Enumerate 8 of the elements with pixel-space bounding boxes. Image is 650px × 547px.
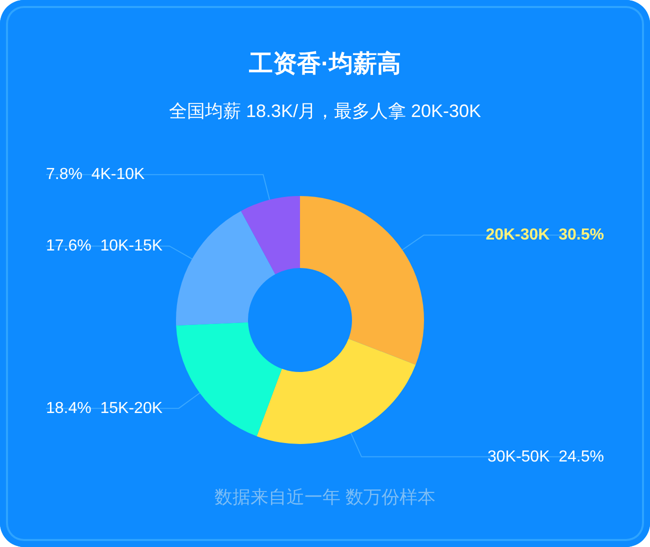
text: 数据来自近一年 数万份样本 <box>214 487 436 507</box>
chart-title: 工资香·均薪高 <box>248 50 401 78</box>
slice-label: 30K-50K 24.5% <box>487 448 604 466</box>
slice-label: 17.6% 10K-15K <box>46 238 163 255</box>
slice-label: 7.8% 4K-10K <box>46 166 146 184</box>
slice-label: 18.4% 15K-20K <box>46 400 163 417</box>
chart-subtitle: 全国均薪 18.3K/月，最多人拿 20K-30K <box>168 101 482 121</box>
slice-label: 20K-30K 30.5% <box>486 226 604 244</box>
